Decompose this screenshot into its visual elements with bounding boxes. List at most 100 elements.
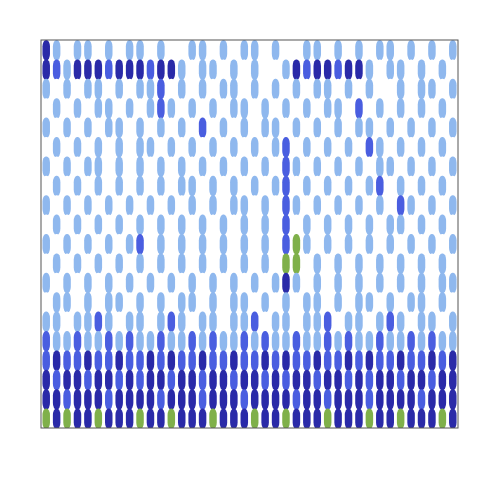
cell	[376, 409, 384, 428]
cell	[188, 234, 196, 254]
cell	[272, 98, 280, 118]
cell	[220, 215, 228, 235]
cell	[84, 118, 92, 138]
cell	[188, 253, 196, 273]
cell	[105, 409, 113, 428]
cell	[136, 40, 144, 60]
cell	[314, 98, 322, 118]
cell	[439, 389, 447, 409]
cell	[63, 79, 71, 99]
cell	[209, 98, 217, 118]
cell	[303, 409, 311, 428]
cell	[439, 409, 447, 428]
cell	[105, 292, 113, 312]
cell	[449, 409, 457, 428]
cell	[407, 331, 415, 351]
cell	[209, 389, 217, 409]
cell	[115, 137, 123, 157]
cell	[355, 40, 363, 60]
cell	[178, 156, 186, 176]
cell	[42, 195, 50, 215]
cell	[95, 79, 103, 99]
cell	[366, 273, 374, 293]
cell	[251, 137, 259, 157]
cell	[63, 331, 71, 351]
cell	[74, 79, 82, 99]
cell	[376, 253, 384, 273]
cell	[74, 273, 82, 293]
cell	[282, 253, 290, 273]
cell	[230, 389, 238, 409]
cell	[449, 331, 457, 351]
cell	[126, 409, 134, 428]
cell	[251, 118, 259, 138]
cell	[188, 215, 196, 235]
cell	[272, 409, 280, 428]
cell	[84, 292, 92, 312]
cell	[168, 137, 176, 157]
cell	[95, 253, 103, 273]
cell	[386, 98, 394, 118]
cell	[157, 292, 165, 312]
cell	[272, 273, 280, 293]
cell	[230, 253, 238, 273]
cell	[199, 253, 207, 273]
cell	[303, 176, 311, 196]
cell	[53, 118, 61, 138]
cell	[126, 312, 134, 332]
cell	[345, 195, 353, 215]
cell	[355, 156, 363, 176]
cell	[355, 312, 363, 332]
cell	[168, 292, 176, 312]
cell	[209, 409, 217, 428]
cell	[147, 176, 155, 196]
cell	[84, 40, 92, 60]
cell	[439, 350, 447, 370]
cell	[74, 156, 82, 176]
cell	[168, 156, 176, 176]
cell	[241, 156, 249, 176]
cell	[220, 79, 228, 99]
cell	[334, 292, 342, 312]
cell	[366, 292, 374, 312]
cell	[178, 312, 186, 332]
cell	[199, 79, 207, 99]
cell	[188, 292, 196, 312]
cell	[126, 292, 134, 312]
cell	[282, 370, 290, 390]
cell	[209, 137, 217, 157]
cell	[324, 350, 332, 370]
cell	[147, 312, 155, 332]
cell	[95, 40, 103, 60]
cell	[241, 234, 249, 254]
cell	[105, 156, 113, 176]
cell	[386, 350, 394, 370]
cell	[168, 40, 176, 60]
cell	[334, 273, 342, 293]
cell	[251, 409, 259, 428]
cell	[157, 370, 165, 390]
cell	[147, 118, 155, 138]
cell	[397, 253, 405, 273]
cell	[42, 59, 50, 79]
cell	[366, 176, 374, 196]
cell	[314, 215, 322, 235]
cell	[376, 273, 384, 293]
cell	[345, 79, 353, 99]
cell	[147, 156, 155, 176]
cell	[147, 215, 155, 235]
cell	[407, 59, 415, 79]
cell	[397, 137, 405, 157]
cell	[168, 176, 176, 196]
cell	[366, 98, 374, 118]
cell	[386, 215, 394, 235]
cell	[345, 40, 353, 60]
cell	[282, 312, 290, 332]
cell	[261, 118, 269, 138]
cell	[366, 195, 374, 215]
cell	[449, 292, 457, 312]
cell	[418, 137, 426, 157]
cell	[178, 40, 186, 60]
cell	[42, 350, 50, 370]
cell	[407, 389, 415, 409]
